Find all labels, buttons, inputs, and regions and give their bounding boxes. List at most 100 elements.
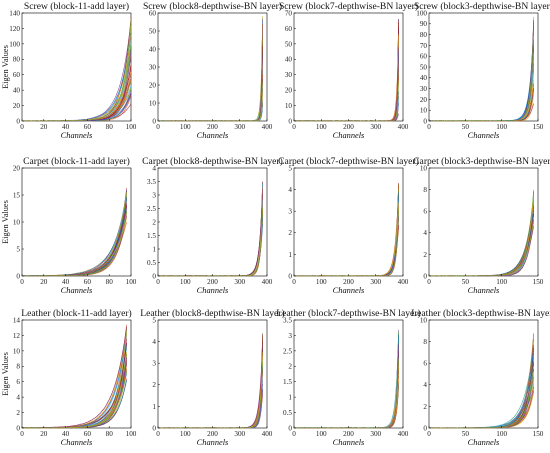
chart-panel-6: Carpet (block8-depthwise-BN layer)0 100 20… — [142, 156, 283, 295]
chart-title: Leather (block-11-add layer) — [21, 308, 131, 319]
y-axis-label: Eigen Values — [1, 45, 10, 89]
chart-panel-2: Screw (block8-depthwise-BN layer)0 100 200… — [143, 1, 282, 140]
x-tick-label: 150 — [533, 278, 544, 286]
chart-title: Screw (block3-depthwise-BN layer) — [414, 1, 550, 12]
y-tick-label: 0.5 — [147, 259, 156, 267]
y-tick-label: 10 — [420, 107, 428, 115]
x-tick-label: 200 — [343, 123, 354, 131]
x-tick-label: 400 — [262, 278, 273, 286]
y-tick-label: 30 — [420, 85, 428, 93]
y-tick-label: 0 — [288, 117, 292, 125]
y-tick-label: 3.5 — [283, 316, 292, 324]
y-tick-label: 90 — [420, 20, 428, 28]
x-tick-label: 60 — [84, 278, 92, 286]
chart-title: Carpet (block3-depthwise-BN layer) — [413, 156, 550, 167]
series-group — [21, 187, 127, 277]
chart-panel-5: Carpet (block-11-add layer) 0 20 40 60 80 100 0… — [1, 156, 137, 295]
y-tick-label: 50 — [285, 40, 293, 48]
x-tick-label: 200 — [343, 430, 354, 438]
x-axis-label: Channels — [197, 131, 229, 140]
series-group — [21, 16, 132, 122]
y-axis-label: Eigen Values — [1, 352, 10, 396]
x-tick-label: 0 — [156, 430, 160, 438]
y-tick-label: 140 — [9, 9, 20, 17]
x-tick-label: 100 — [126, 430, 137, 438]
x-tick-label: 400 — [262, 430, 273, 438]
series-group — [428, 333, 534, 429]
series-group — [157, 16, 263, 122]
y-tick-label: 10 — [420, 164, 428, 172]
x-axis-label: Channels — [468, 438, 500, 447]
y-tick-label: 2 — [423, 403, 427, 411]
y-tick-label: 20 — [149, 81, 157, 89]
chart-title: Carpet (block8-depthwise-BN layer) — [142, 156, 283, 167]
x-tick-label: 40 — [62, 430, 70, 438]
y-tick-label: 0 — [16, 272, 20, 280]
x-tick-label: 0 — [427, 278, 431, 286]
y-tick-label: 70 — [285, 9, 293, 17]
series-group — [428, 189, 534, 277]
y-tick-label: 2 — [16, 409, 20, 417]
y-tick-label: 10 — [149, 99, 157, 107]
series-line — [21, 326, 127, 429]
chart-panel-9: Leather (block-11-add layer)0 20 40 60 80 100… — [1, 308, 137, 447]
plot-area — [21, 167, 132, 277]
y-tick-label: 2.5 — [283, 347, 292, 355]
y-tick-label: 20 — [285, 87, 293, 95]
y-tick-label: 0 — [16, 424, 20, 432]
y-tick-label: 4 — [288, 186, 292, 194]
y-tick-label: 30 — [149, 63, 157, 71]
x-tick-label: 100 — [496, 123, 507, 131]
y-tick-label: 4 — [152, 164, 156, 172]
y-tick-label: 8 — [16, 363, 20, 371]
series-line — [428, 369, 534, 429]
y-tick-label: 80 — [13, 56, 21, 64]
x-tick-label: 0 — [292, 278, 296, 286]
x-tick-label: 0 — [427, 430, 431, 438]
x-tick-label: 400 — [398, 278, 409, 286]
plot-area — [293, 319, 404, 429]
y-tick-label: 10 — [420, 316, 428, 324]
x-tick-label: 200 — [207, 430, 218, 438]
y-tick-label: 4 — [423, 229, 427, 237]
y-axis-label: Eigen Values — [1, 200, 10, 244]
chart-title: Leather (block7-depthwise-BN layer) — [276, 308, 420, 319]
series-group — [157, 332, 263, 429]
y-tick-label: 0 — [423, 117, 427, 125]
y-tick-label: 8 — [423, 186, 427, 194]
y-tick-label: 10 — [285, 102, 293, 110]
y-tick-label: 70 — [420, 42, 428, 50]
y-tick-label: 2 — [288, 229, 292, 237]
x-tick-label: 100 — [126, 278, 137, 286]
y-tick-label: 5 — [288, 164, 292, 172]
x-tick-label: 20 — [40, 123, 48, 131]
x-tick-label: 0 — [20, 278, 24, 286]
y-tick-label: 15 — [13, 191, 21, 199]
x-tick-label: 50 — [462, 278, 470, 286]
chart-title: Carpet (block-11-add layer) — [23, 156, 130, 167]
series-line — [21, 43, 132, 122]
y-tick-label: 1 — [288, 394, 292, 402]
y-tick-label: 40 — [13, 87, 21, 95]
chart-panel-10: Leather (block8-depthwise-BN layer) 0 100 2… — [140, 308, 284, 447]
x-tick-label: 0 — [20, 430, 24, 438]
y-tick-label: 1.5 — [283, 378, 292, 386]
x-tick-label: 100 — [180, 123, 191, 131]
x-tick-label: 300 — [370, 430, 381, 438]
x-tick-label: 100 — [180, 278, 191, 286]
x-tick-label: 20 — [40, 430, 48, 438]
x-tick-label: 300 — [370, 278, 381, 286]
x-tick-label: 100 — [126, 123, 137, 131]
y-tick-label: 2.5 — [147, 205, 156, 213]
x-tick-label: 300 — [234, 278, 245, 286]
series-line — [293, 208, 399, 277]
series-group — [293, 183, 399, 277]
y-tick-label: 3.5 — [147, 178, 156, 186]
plot-area — [157, 167, 268, 277]
plot-area — [293, 167, 404, 277]
y-tick-label: 6 — [423, 208, 427, 216]
y-tick-label: 0 — [152, 272, 156, 280]
plot-area — [157, 319, 268, 429]
series-group — [21, 324, 127, 429]
x-tick-label: 0 — [156, 123, 160, 131]
